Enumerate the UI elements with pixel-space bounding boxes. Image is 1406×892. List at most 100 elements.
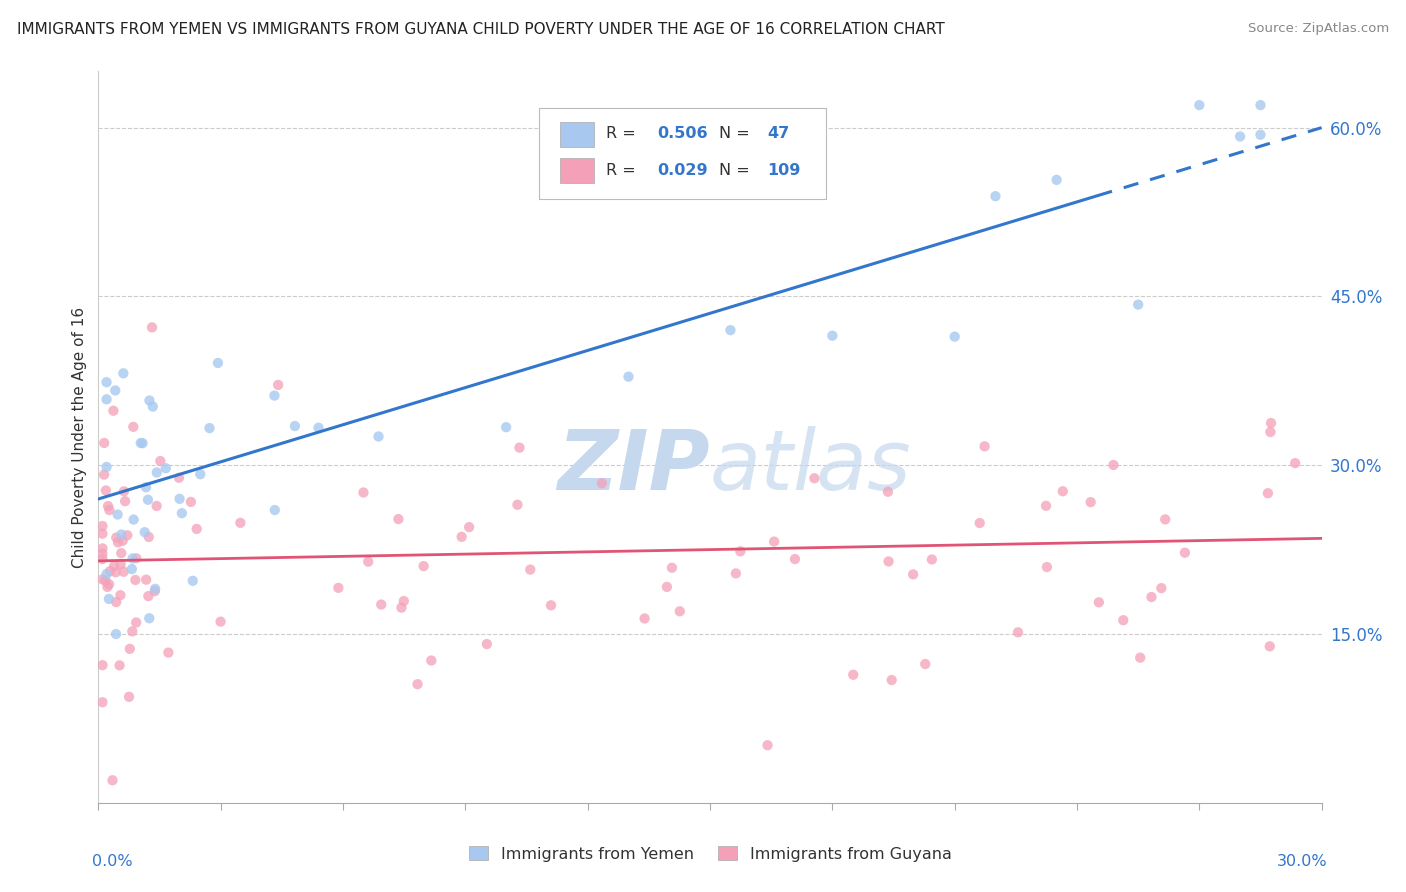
Point — [97, 591, 120, 606]
Point — [91, 658, 114, 673]
Point — [668, 604, 690, 618]
FancyBboxPatch shape — [560, 122, 593, 146]
Point — [391, 600, 413, 615]
Point — [756, 738, 779, 752]
Point — [387, 512, 409, 526]
Point — [352, 485, 374, 500]
Point — [207, 356, 229, 370]
Point — [121, 624, 143, 639]
Point — [167, 471, 190, 485]
Point — [901, 567, 924, 582]
Point — [1154, 512, 1177, 526]
Point — [1129, 650, 1152, 665]
Point — [142, 400, 165, 414]
Point — [121, 562, 143, 576]
Point — [91, 572, 114, 586]
Point — [655, 580, 678, 594]
Point — [149, 454, 172, 468]
Point — [328, 581, 350, 595]
Point — [267, 378, 290, 392]
Legend: Immigrants from Yemen, Immigrants from Guyana: Immigrants from Yemen, Immigrants from G… — [463, 839, 957, 868]
Point — [1045, 173, 1069, 187]
Point — [180, 495, 202, 509]
Point — [135, 573, 157, 587]
Point — [94, 483, 117, 498]
Text: 109: 109 — [768, 162, 801, 178]
Point — [370, 598, 392, 612]
Point — [1035, 499, 1057, 513]
Point — [450, 530, 472, 544]
Point — [103, 403, 125, 417]
Point — [821, 328, 844, 343]
Point — [392, 594, 415, 608]
Point — [1150, 581, 1173, 595]
Point — [131, 436, 153, 450]
Point — [118, 690, 141, 704]
Point — [94, 574, 117, 588]
Text: R =: R = — [606, 126, 641, 141]
Point — [103, 559, 125, 574]
Point — [718, 323, 742, 337]
Point — [135, 480, 157, 494]
Point — [181, 574, 204, 588]
Point — [143, 584, 166, 599]
Point — [1088, 595, 1111, 609]
Text: 0.506: 0.506 — [658, 126, 709, 141]
Point — [783, 552, 806, 566]
Point — [141, 320, 163, 334]
Point — [661, 560, 683, 574]
Point — [367, 429, 389, 443]
Point — [458, 520, 481, 534]
Point — [508, 441, 530, 455]
Point — [1260, 416, 1282, 430]
Point — [91, 547, 114, 561]
Point — [98, 577, 121, 591]
Point — [111, 533, 134, 548]
Point — [540, 599, 562, 613]
Point — [122, 512, 145, 526]
Point — [107, 508, 129, 522]
Point — [104, 566, 127, 580]
Point — [112, 484, 135, 499]
Point — [121, 551, 143, 566]
Point — [984, 189, 1007, 203]
Point — [1260, 425, 1282, 439]
Point — [406, 677, 429, 691]
Point — [169, 491, 191, 506]
Point — [146, 466, 169, 480]
Point — [155, 461, 177, 475]
Point — [803, 471, 825, 485]
Point — [91, 519, 114, 533]
Point — [138, 589, 160, 603]
Point — [97, 499, 120, 513]
Point — [877, 484, 900, 499]
Point — [118, 641, 141, 656]
Text: 30.0%: 30.0% — [1277, 854, 1327, 869]
Point — [420, 653, 443, 667]
Point — [143, 582, 166, 596]
Point — [1284, 456, 1306, 470]
Point — [724, 566, 747, 581]
Point — [96, 460, 118, 475]
Point — [96, 580, 118, 594]
Point — [91, 541, 114, 556]
Point — [969, 516, 991, 530]
Point — [1249, 128, 1271, 142]
Text: N =: N = — [718, 126, 755, 141]
Point — [107, 535, 129, 549]
Point — [284, 419, 307, 434]
Point — [112, 565, 135, 579]
Point — [263, 389, 285, 403]
Point — [519, 563, 541, 577]
Point — [138, 393, 160, 408]
Point — [170, 506, 193, 520]
Point — [1257, 486, 1279, 500]
Point — [105, 595, 128, 609]
Point — [1258, 640, 1281, 654]
Point — [877, 554, 900, 568]
Point — [943, 329, 966, 343]
Point — [506, 498, 529, 512]
Point — [138, 530, 160, 544]
Point — [110, 527, 132, 541]
Point — [412, 559, 434, 574]
